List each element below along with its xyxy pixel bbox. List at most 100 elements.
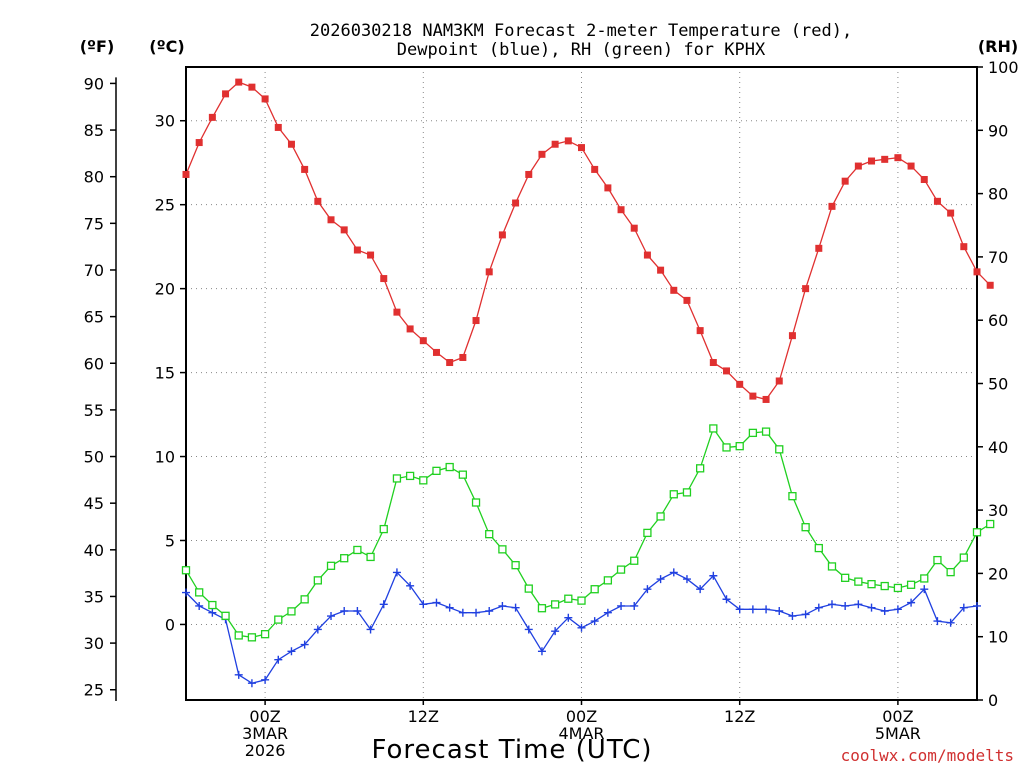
2-meter-temperature-point xyxy=(776,377,783,384)
dewpoint-point xyxy=(525,625,533,633)
celsius-tick-label: 30 xyxy=(155,112,175,131)
rh-point xyxy=(697,465,704,472)
dewpoint-point xyxy=(788,612,796,620)
2-meter-temperature-point xyxy=(815,245,822,252)
2-meter-temperature-point xyxy=(618,206,625,213)
dewpoint-point xyxy=(617,602,625,610)
rh-point xyxy=(894,584,901,591)
rh-point xyxy=(789,493,796,500)
rh-point xyxy=(222,612,229,619)
2-meter-temperature-point xyxy=(723,367,730,374)
2-meter-temperature-point xyxy=(341,226,348,233)
rh-point xyxy=(868,581,875,588)
rh-point xyxy=(393,475,400,482)
rh-point xyxy=(710,425,717,432)
2-meter-temperature-point xyxy=(960,243,967,250)
rh-point xyxy=(565,595,572,602)
rh-point xyxy=(591,586,598,593)
2-meter-temperature-point xyxy=(486,268,493,275)
rh-point xyxy=(881,583,888,590)
fahrenheit-tick-label: 30 xyxy=(84,634,104,653)
rh-point xyxy=(921,575,928,582)
2-meter-temperature-point xyxy=(921,176,928,183)
2-meter-temperature-point xyxy=(288,141,295,148)
2-meter-temperature-point xyxy=(248,84,255,91)
dewpoint-point xyxy=(802,610,810,618)
x-axis-label: Forecast Time (UTC) xyxy=(371,735,652,765)
rh-tick-label: 40 xyxy=(988,438,1008,457)
rh-point xyxy=(670,491,677,498)
chart-title-line1: 2026030218 NAM3KM Forecast 2-meter Tempe… xyxy=(310,21,852,41)
2-meter-temperature-point xyxy=(578,144,585,151)
rh-point xyxy=(512,562,519,569)
2-meter-temperature-point xyxy=(407,325,414,332)
rh-point xyxy=(644,529,651,536)
dewpoint-point xyxy=(604,609,612,617)
rh-tick-label: 80 xyxy=(988,185,1008,204)
celsius-tick-label: 15 xyxy=(155,364,175,383)
rh-point xyxy=(209,602,216,609)
rh-point xyxy=(420,477,427,484)
2-meter-temperature-point xyxy=(657,267,664,274)
fahrenheit-tick-label: 50 xyxy=(84,448,104,467)
rh-point xyxy=(275,616,282,623)
2-meter-temperature-point xyxy=(987,282,994,289)
fahrenheit-tick-label: 25 xyxy=(84,681,104,700)
2-meter-temperature-point xyxy=(433,349,440,356)
rh-tick-label: 70 xyxy=(988,248,1008,267)
fahrenheit-tick-label: 80 xyxy=(84,168,104,187)
2-meter-temperature-point xyxy=(881,156,888,163)
rh-tick-label: 20 xyxy=(988,564,1008,583)
2-meter-temperature-point xyxy=(235,79,242,86)
2-meter-temperature-point xyxy=(697,327,704,334)
2-meter-temperature-point xyxy=(459,354,466,361)
2-meter-temperature-point xyxy=(974,268,981,275)
2-meter-temperature-point xyxy=(183,171,190,178)
2-meter-temperature-point xyxy=(789,332,796,339)
dewpoint-point xyxy=(841,602,849,610)
2-meter-temperature-point xyxy=(446,359,453,366)
dewpoint-point xyxy=(208,609,216,617)
2-meter-temperature-point xyxy=(354,247,361,254)
rh-point xyxy=(196,589,203,596)
rh-point xyxy=(947,569,954,576)
rh-point xyxy=(802,524,809,531)
celsius-tick-label: 20 xyxy=(155,280,175,299)
fahrenheit-tick-label: 40 xyxy=(84,541,104,560)
celsius-tick-label: 10 xyxy=(155,448,175,467)
2-meter-temperature-point xyxy=(525,171,532,178)
dewpoint-point xyxy=(894,605,902,613)
rh-point xyxy=(552,601,559,608)
2-meter-temperature-point xyxy=(736,381,743,388)
2-meter-temperature-point xyxy=(868,158,875,165)
2-meter-temperature-point xyxy=(196,139,203,146)
2-meter-temperature-series xyxy=(183,79,994,403)
2-meter-temperature-point xyxy=(894,154,901,161)
fahrenheit-tick-label: 60 xyxy=(84,354,104,373)
rh-point xyxy=(446,464,453,471)
rh-point xyxy=(262,631,269,638)
2-meter-temperature-point xyxy=(301,166,308,173)
dewpoint-point xyxy=(459,609,467,617)
rh-point xyxy=(473,499,480,506)
2-meter-temperature-point xyxy=(420,337,427,344)
2-meter-temperature-point xyxy=(499,231,506,238)
rh-point xyxy=(604,577,611,584)
x-tick-label: 5MAR xyxy=(875,724,921,743)
rh-point xyxy=(578,597,585,604)
2-meter-temperature-point xyxy=(710,359,717,366)
fahrenheit-tick-label: 65 xyxy=(84,308,104,327)
2-meter-temperature-line xyxy=(186,82,990,399)
x-tick-label: 2026 xyxy=(245,741,286,760)
rh-point xyxy=(631,557,638,564)
fahrenheit-tick-label: 70 xyxy=(84,261,104,280)
rh-point xyxy=(974,529,981,536)
2-meter-temperature-point xyxy=(538,151,545,158)
rh-point xyxy=(736,443,743,450)
rh-point xyxy=(657,513,664,520)
rh-point xyxy=(842,574,849,581)
rh-tick-label: 60 xyxy=(988,311,1008,330)
rh-point xyxy=(183,567,190,574)
dewpoint-point xyxy=(881,607,889,615)
rh-point xyxy=(301,596,308,603)
